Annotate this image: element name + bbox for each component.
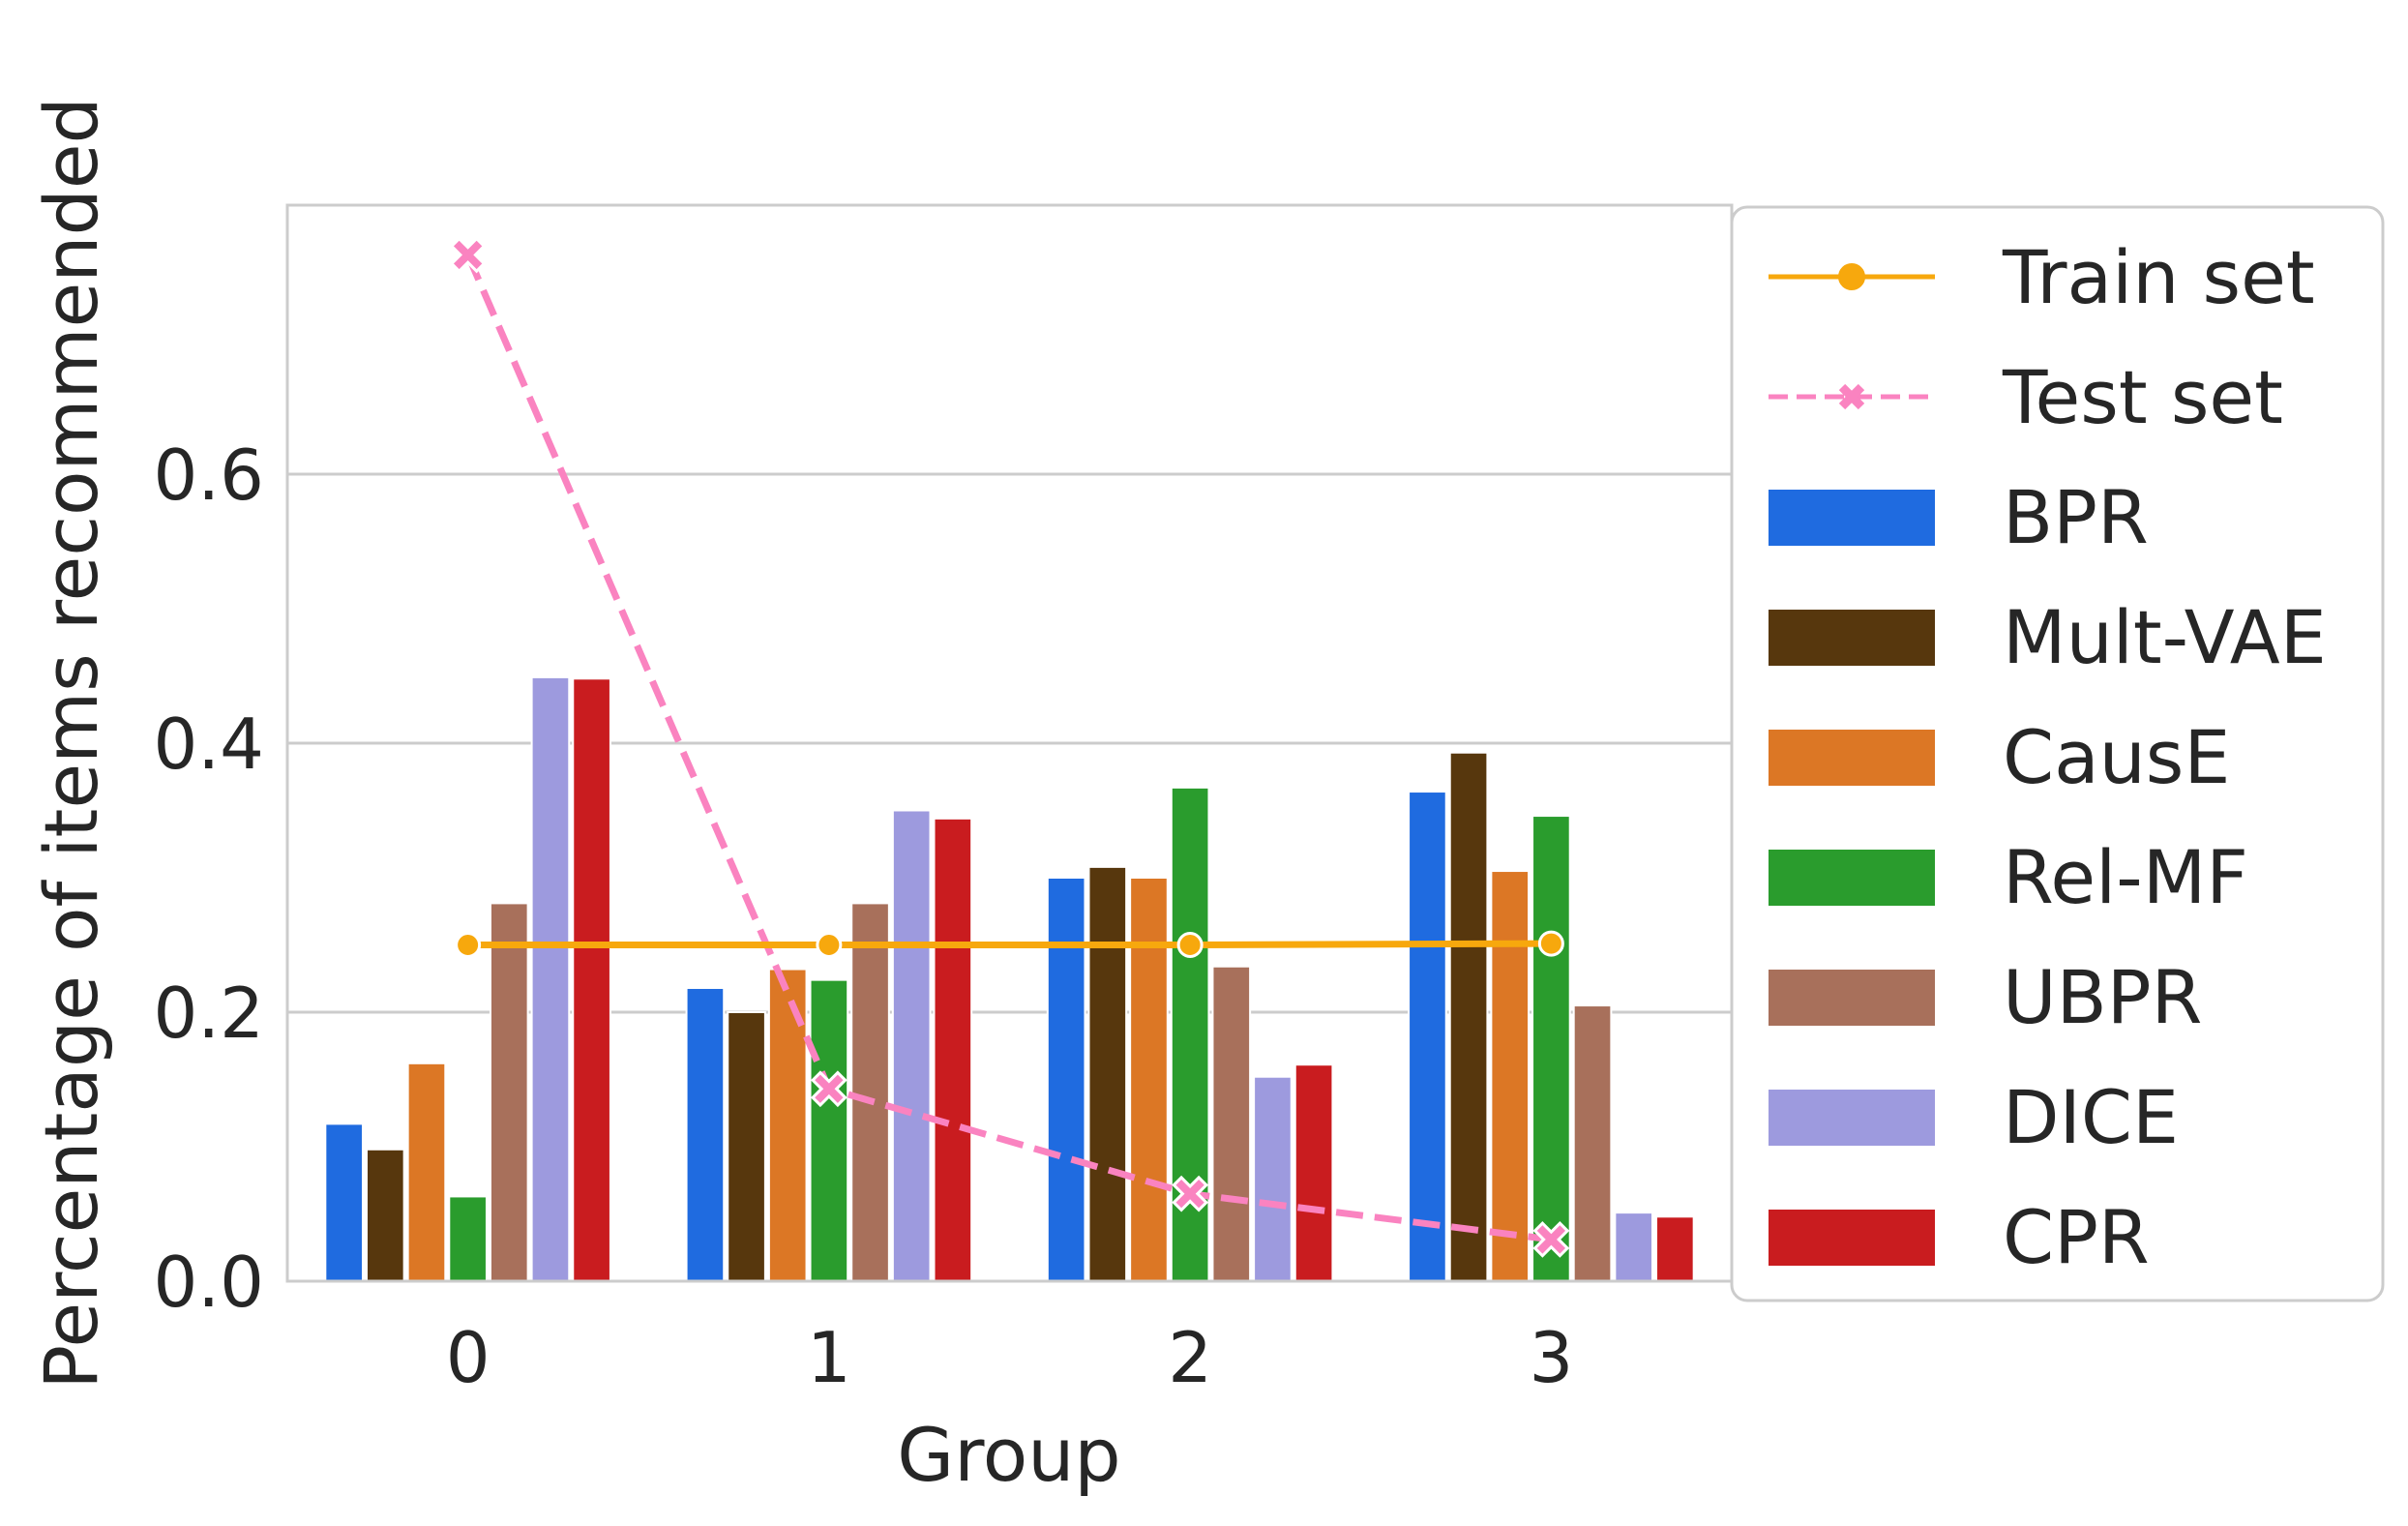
line-marker — [453, 240, 483, 270]
legend-label: CPR — [2003, 1194, 2150, 1280]
y-axis-label: Percentage of items recommended — [28, 97, 114, 1389]
x-tick-label: 3 — [1529, 1317, 1573, 1398]
tick-labels: 0.0 0.2 0.4 0.6 0 1 2 3 — [153, 434, 1573, 1398]
series-lines — [449, 236, 1570, 1258]
y-tick-label: 0.2 — [153, 972, 264, 1054]
bar — [933, 817, 973, 1283]
line-marker — [1536, 1225, 1566, 1254]
legend-label: Test set — [2002, 354, 2283, 440]
bar — [365, 1148, 405, 1283]
bar — [324, 1122, 364, 1282]
series-line — [467, 940, 1552, 948]
bar — [1531, 815, 1571, 1282]
bar — [489, 902, 529, 1282]
bar — [727, 1011, 766, 1282]
line-marker — [1175, 1179, 1204, 1209]
bar — [1129, 877, 1169, 1282]
x-axis-label: Group — [897, 1412, 1120, 1498]
bar — [406, 1062, 447, 1282]
x-tick-label: 0 — [446, 1317, 491, 1398]
bar — [1655, 1215, 1695, 1283]
bar — [1253, 1075, 1293, 1282]
bar — [1293, 1063, 1334, 1282]
bar — [1614, 1212, 1654, 1282]
y-tick-label: 0.4 — [153, 703, 264, 785]
legend-label: BPR — [2003, 474, 2149, 560]
legend-swatch — [1769, 850, 1935, 906]
legend: Train set Test set BPR Mult-VAE CausE Rel-MF U… — [1730, 205, 2385, 1302]
bar — [685, 986, 726, 1282]
bar — [850, 902, 890, 1282]
bar — [1211, 965, 1252, 1282]
bar — [809, 978, 849, 1282]
legend-swatch — [1769, 610, 1935, 666]
legend-swatch — [1769, 1210, 1935, 1266]
legend-label: UBPR — [2003, 954, 2202, 1040]
bar — [1408, 791, 1447, 1282]
legend-swatch — [1769, 490, 1935, 546]
legend-label: DICE — [2003, 1074, 2179, 1160]
legend-frame — [1730, 205, 2385, 1302]
bar — [1572, 1004, 1613, 1283]
bar — [530, 675, 571, 1282]
legend-label: Train set — [2002, 234, 2315, 320]
line-marker — [455, 932, 482, 958]
y-tick-label: 0.0 — [153, 1242, 264, 1323]
bar — [1448, 751, 1489, 1282]
legend-label: CausE — [2003, 714, 2230, 800]
bar — [572, 677, 611, 1282]
line-marker — [815, 1074, 844, 1103]
legend-swatch — [1769, 730, 1935, 786]
legend-marker — [1838, 383, 1865, 410]
bar — [1087, 865, 1128, 1282]
bar — [1046, 877, 1086, 1282]
legend-swatch — [1769, 1090, 1935, 1146]
bars — [324, 675, 1695, 1283]
legend-label: Mult-VAE — [2003, 594, 2327, 680]
x-tick-label: 1 — [807, 1317, 851, 1398]
bar — [891, 809, 932, 1282]
legend-swatch — [1769, 970, 1935, 1026]
legend-marker — [1838, 263, 1865, 290]
line-marker — [1537, 930, 1564, 957]
bar — [1490, 870, 1531, 1282]
series-line — [464, 254, 1552, 1243]
line-marker — [1176, 932, 1204, 958]
line-marker — [816, 932, 843, 958]
legend-label: Rel-MF — [2003, 834, 2248, 920]
bar — [448, 1195, 488, 1283]
y-tick-label: 0.6 — [153, 434, 264, 516]
x-tick-label: 2 — [1168, 1317, 1212, 1398]
